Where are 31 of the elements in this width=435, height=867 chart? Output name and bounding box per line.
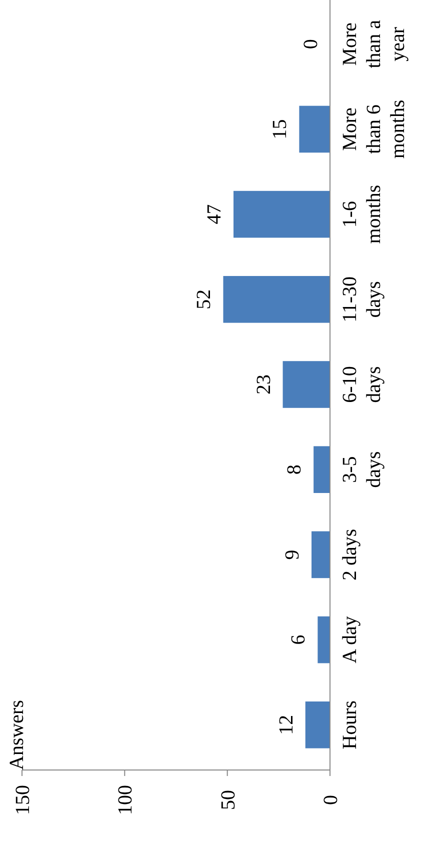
bar [318, 616, 330, 664]
x-tick-label: 0 [320, 795, 342, 805]
y-tick-label: A day [339, 616, 361, 664]
y-tick-label: 2 days [339, 528, 361, 581]
data-label: 52 [193, 289, 216, 310]
x-tick-label: 50 [217, 790, 240, 810]
data-label: 9 [282, 550, 304, 560]
x-tick-label: 100 [114, 785, 137, 815]
data-label: 6 [288, 634, 310, 645]
bar [312, 531, 330, 578]
bar [223, 276, 330, 323]
data-label: 0 [300, 39, 322, 50]
bar [282, 361, 330, 408]
bar [233, 190, 330, 238]
data-label: 8 [284, 464, 306, 475]
y-tick-label: 3-5 days [339, 451, 385, 488]
y-tick-label: More than a year [339, 20, 409, 68]
data-label: 23 [252, 374, 275, 394]
data-label: 47 [203, 204, 226, 224]
data-label: 12 [275, 714, 298, 735]
y-tick-label: More than 6 months [339, 100, 409, 159]
bar [314, 446, 330, 493]
bar [299, 106, 330, 153]
y-tick-label: 6-10 days [339, 366, 385, 403]
data-label: 15 [269, 119, 292, 140]
y-tick-label: 11-30 days [339, 276, 385, 322]
bar [305, 701, 330, 748]
y-axis-title: Answers [6, 700, 28, 770]
x-tick-label: 150 [12, 785, 34, 815]
y-tick-label: 1-6 months [339, 184, 385, 244]
y-tick-label: Hours [339, 700, 361, 750]
